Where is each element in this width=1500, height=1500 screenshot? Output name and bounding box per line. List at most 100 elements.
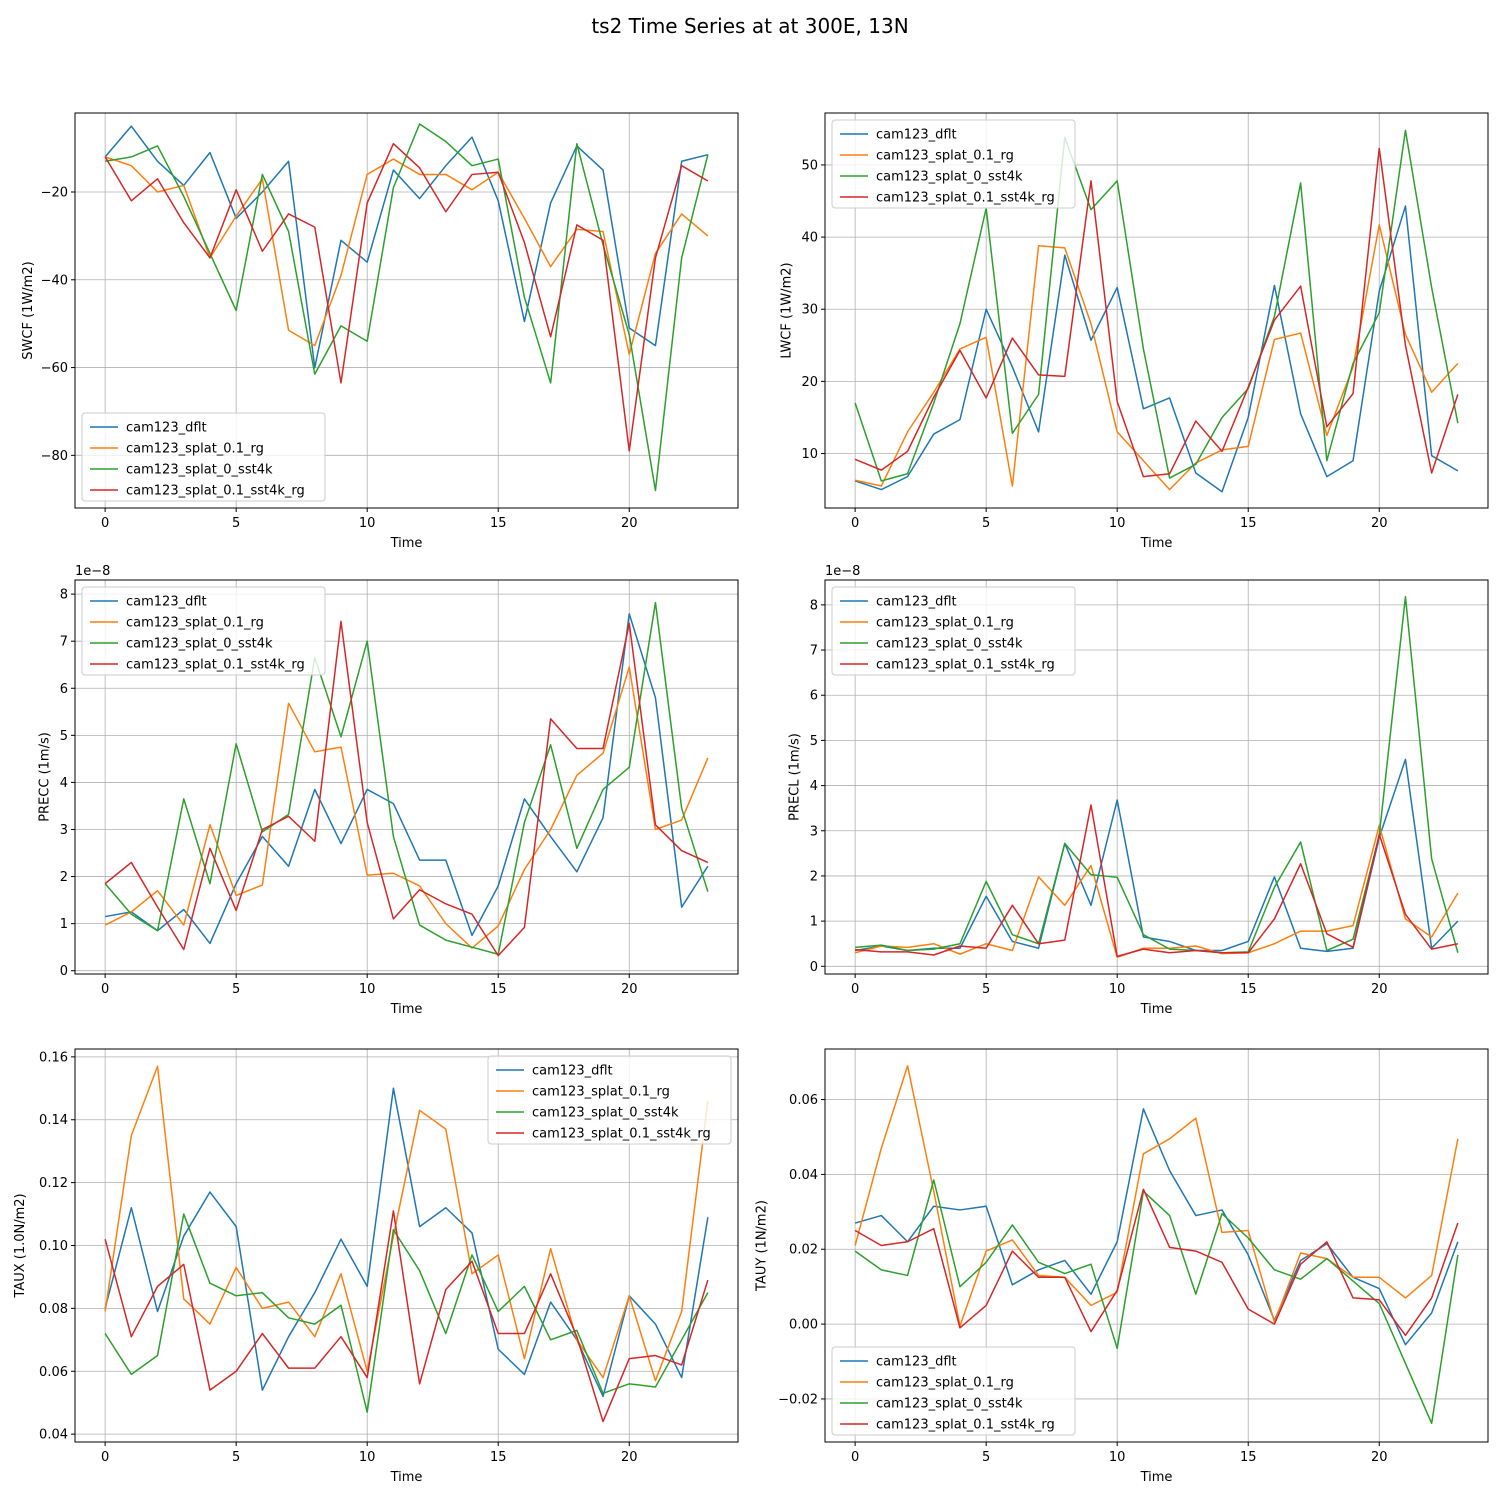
taux-x-tick-label: 15	[490, 1450, 507, 1465]
tauy-x-tick-label: 0	[851, 1450, 859, 1465]
taux-legend-label-dflt: cam123_dflt	[532, 1064, 613, 1079]
tauy-x-axis-label: Time	[1140, 1470, 1173, 1485]
lwcf-x-tick-label: 15	[1240, 516, 1257, 531]
tauy-legend-label-sst4k: cam123_splat_0_sst4k	[876, 1397, 1023, 1412]
taux-series-line-sst4k_rg	[104, 1210, 709, 1423]
taux-series-line-splat_rg	[104, 1065, 709, 1382]
lwcf-chart: 0 5 10 15 20 10 20 30 40 50 Time LWCF (1W/m2) cam123…	[779, 112, 1489, 551]
tauy-x-tick-label: 20	[1371, 1450, 1388, 1465]
precc-y-tick-label: 0	[60, 964, 68, 979]
tauy-axes-frame	[824, 1048, 1489, 1443]
lwcf-x-tick-label: 0	[851, 516, 859, 531]
precl-legend-box	[831, 586, 1076, 676]
precl-y-tick-label: 4	[810, 779, 818, 794]
swcf-x-tick-label: 0	[101, 516, 109, 531]
lwcf-y-tick-label: 20	[801, 375, 818, 390]
taux-y-tick-label: 0.04	[39, 1428, 68, 1443]
precc-y-tick-label: 6	[60, 682, 68, 697]
tauy-series-line-splat_rg	[854, 1065, 1459, 1327]
precc-y-tick-label: 8	[60, 588, 68, 603]
precl-y-tick-label: 3	[810, 824, 818, 839]
precc-x-tick-label: 10	[359, 982, 376, 997]
precl-y-axis-label: PRECL (1m/s)	[788, 733, 803, 821]
lwcf-x-tick-label: 20	[1371, 516, 1388, 531]
taux-x-tick-label: 10	[359, 1450, 376, 1465]
precl-x-tick-label: 20	[1371, 982, 1388, 997]
precl-x-tick-label: 10	[1109, 982, 1126, 997]
precc-y-tick-label: 2	[60, 870, 68, 885]
precl-series-line-dflt	[855, 758, 1459, 953]
precc-offset-text: 1e−8	[75, 564, 110, 579]
precl-legend: cam123_dflt cam123_splat_0.1_rg cam123_spl…	[831, 586, 1076, 676]
taux-legend-label-splat_rg: cam123_splat_0.1_rg	[532, 1085, 670, 1100]
swcf-chart: 0 5 10 15 20 −80 −60 −40 −20 Time SWCF (1W/m2) cam1…	[21, 112, 739, 551]
precl-x-tick-label: 15	[1240, 982, 1257, 997]
precc-legend-label-sst4k_rg: cam123_splat_0.1_sst4k_rg	[126, 658, 305, 673]
figure-title: ts2 Time Series at at 300E, 13N	[591, 14, 909, 38]
taux-x-axis-label: Time	[390, 1470, 423, 1485]
tauy-legend: cam123_dflt cam123_splat_0.1_rg cam123_spl…	[831, 1346, 1076, 1436]
precc-x-tick-label: 0	[101, 982, 109, 997]
precc-legend: cam123_dflt cam123_splat_0.1_rg cam123_spl…	[81, 586, 326, 676]
precl-chart: 0 5 10 15 20 0 1 2 3 4 5 6 7 8 Time PRECL (1m/s) 1e−8 cam…	[788, 564, 1489, 1017]
precl-series-line-sst4k	[855, 595, 1459, 954]
lwcf-legend-label-splat_rg: cam123_splat_0.1_rg	[876, 149, 1014, 164]
precc-y-tick-label: 7	[60, 635, 68, 650]
swcf-series-line-splat_rg	[104, 156, 709, 356]
tauy-x-tick-label: 10	[1109, 1450, 1126, 1465]
lwcf-legend-label-sst4k_rg: cam123_splat_0.1_sst4k_rg	[876, 191, 1055, 206]
taux-y-tick-label: 0.08	[39, 1302, 68, 1317]
lwcf-y-axis-label: LWCF (1W/m2)	[779, 262, 794, 358]
taux-y-tick-label: 0.06	[39, 1365, 68, 1380]
precl-y-tick-label: 6	[810, 689, 818, 704]
tauy-series-line-sst4k_rg	[854, 1188, 1459, 1337]
tauy-legend-label-sst4k_rg: cam123_splat_0.1_sst4k_rg	[876, 1418, 1055, 1433]
swcf-series-line-sst4k_rg	[104, 142, 709, 452]
swcf-legend-label-dflt: cam123_dflt	[126, 421, 207, 436]
precc-y-tick-label: 1	[60, 917, 68, 932]
precc-axes-frame	[74, 579, 739, 975]
swcf-legend-box	[81, 412, 326, 502]
precl-y-tick-label: 2	[810, 869, 818, 884]
precc-x-tick-label: 20	[621, 982, 638, 997]
precl-y-tick-label: 0	[810, 960, 818, 975]
taux-y-tick-label: 0.10	[39, 1239, 68, 1254]
lwcf-x-axis-label: Time	[1140, 536, 1173, 551]
lwcf-series-line-sst4k_rg	[854, 147, 1459, 478]
taux-y-tick-label: 0.14	[39, 1113, 68, 1128]
precl-y-tick-label: 7	[810, 644, 818, 659]
precl-axes-frame	[824, 579, 1489, 975]
swcf-x-tick-label: 15	[490, 516, 507, 531]
precl-x-tick-label: 0	[851, 982, 859, 997]
precc-legend-label-sst4k: cam123_splat_0_sst4k	[126, 637, 273, 652]
tauy-y-axis-label: TAUY (1N/m2)	[755, 1200, 770, 1292]
taux-x-tick-label: 20	[621, 1450, 638, 1465]
precc-series-line-sst4k	[104, 601, 709, 955]
lwcf-y-tick-label: 30	[801, 303, 818, 318]
tauy-chart: 0 5 10 15 20 −0.02 0.00 0.02 0.04 0.06 Time TAUY (1…	[755, 1048, 1489, 1485]
swcf-x-tick-label: 5	[232, 516, 240, 531]
precc-y-tick-label: 3	[60, 823, 68, 838]
swcf-series-line-dflt	[104, 125, 709, 369]
lwcf-y-tick-label: 40	[801, 231, 818, 246]
precl-x-axis-label: Time	[1140, 1002, 1173, 1017]
lwcf-legend-label-dflt: cam123_dflt	[876, 128, 957, 143]
precl-series-line-splat_rg	[854, 824, 1459, 959]
taux-chart: 0 5 10 15 20 0.04 0.06 0.08 0.10 0.12 0.14 0.16 Time…	[13, 1048, 739, 1485]
taux-x-tick-label: 5	[232, 1450, 240, 1465]
precc-x-tick-label: 5	[232, 982, 240, 997]
precc-legend-label-dflt: cam123_dflt	[126, 595, 207, 610]
precl-y-tick-label: 1	[810, 915, 818, 930]
taux-series-line-dflt	[104, 1087, 709, 1398]
lwcf-legend: cam123_dflt cam123_splat_0.1_rg cam123_spl…	[831, 119, 1076, 209]
lwcf-y-tick-label: 50	[801, 158, 818, 173]
taux-legend-box	[487, 1055, 732, 1145]
tauy-legend-box	[831, 1346, 1076, 1436]
swcf-x-axis-label: Time	[390, 536, 423, 551]
lwcf-x-tick-label: 10	[1109, 516, 1126, 531]
lwcf-axes-frame	[824, 112, 1489, 509]
precl-series-line-sst4k_rg	[855, 804, 1459, 958]
precc-series-line-sst4k_rg	[104, 620, 709, 957]
precc-x-axis-label: Time	[390, 1002, 423, 1017]
